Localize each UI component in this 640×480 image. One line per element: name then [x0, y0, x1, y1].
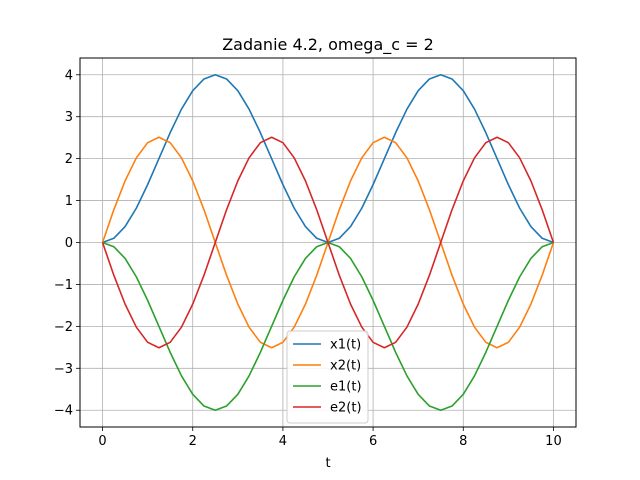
- x-tick-label: 10: [545, 434, 562, 449]
- y-tick-label: −4: [54, 404, 73, 419]
- x-tick-label: 8: [459, 434, 467, 449]
- y-tick-label: 3: [65, 110, 73, 125]
- x-tick-label: 6: [369, 434, 377, 449]
- legend-box: [286, 330, 369, 424]
- y-tick-label: 0: [65, 236, 73, 251]
- y-tick-label: −1: [54, 278, 73, 293]
- legend-entry: x2(t): [330, 359, 361, 374]
- legend-entry: e1(t): [330, 380, 362, 395]
- series-line-e2t: [101, 136, 555, 349]
- x-tick-label: 0: [98, 434, 106, 449]
- y-tick-label: −3: [54, 362, 73, 377]
- y-axis: −4 −3 −2 −1 0 1 2 3 4: [54, 68, 80, 419]
- y-tick-label: 1: [65, 194, 73, 209]
- y-tick-label: 2: [65, 152, 73, 167]
- y-tick-label: 4: [65, 68, 73, 83]
- legend-entry: x1(t): [330, 338, 361, 353]
- x-tick-label: 2: [189, 434, 197, 449]
- legend-entry: e2(t): [330, 401, 362, 416]
- x-axis: 0 2 4 6 8 10: [98, 427, 562, 449]
- chart-title: Zadanie 4.2, omega_c = 2: [222, 35, 434, 55]
- y-tick-label: −2: [54, 320, 73, 335]
- series-layer: [101, 73, 555, 412]
- x-axis-label: t: [325, 456, 330, 471]
- legend: x1(t) x2(t) e1(t) e2(t): [286, 330, 369, 424]
- x-tick-label: 4: [279, 434, 287, 449]
